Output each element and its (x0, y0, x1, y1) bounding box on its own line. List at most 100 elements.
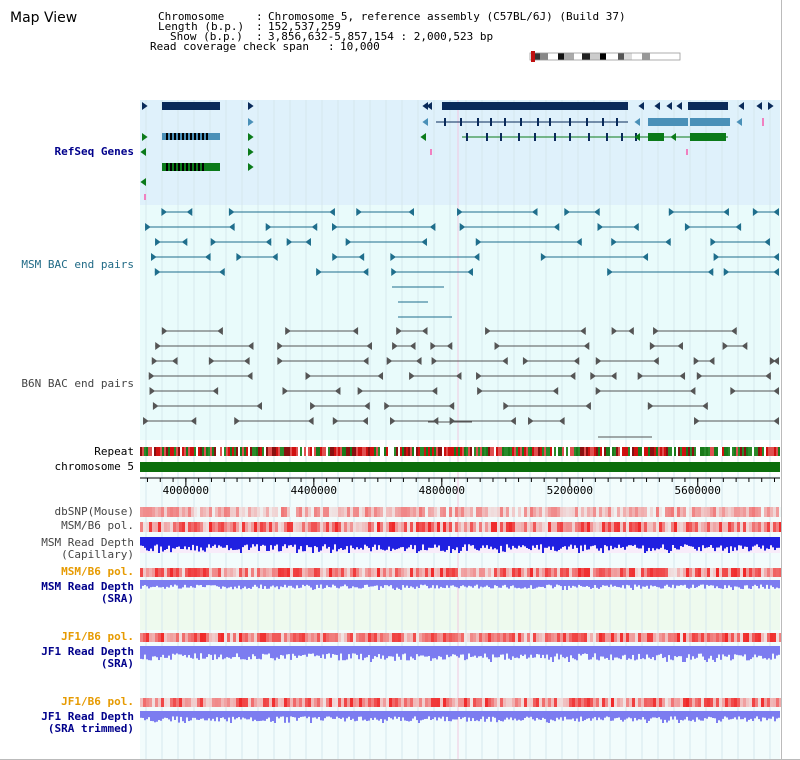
msm-depth-sra-bar (456, 580, 458, 588)
jf1-b6-pol-cell (707, 698, 710, 707)
repeat-segment (766, 447, 768, 456)
jf1-depth-trimmed-bar (542, 711, 544, 718)
msm-depth-sra-bar (306, 580, 308, 585)
msm-bac-end (597, 223, 604, 231)
dbsnp-label[interactable]: dbSNP(Mouse) (54, 505, 134, 518)
msm-bac-label[interactable]: MSM BAC end pairs (21, 258, 134, 271)
jf1-depth-trimmed-bar (602, 711, 604, 721)
msm-b6-pol-cell (656, 522, 659, 532)
msm-depth-capillary-bar (144, 537, 146, 548)
msm-depth-sra-bar (168, 580, 170, 588)
jf1-b6-pol-cell (539, 633, 542, 642)
jf1-b6-pol-label-2[interactable]: JF1/B6 pol. (61, 695, 134, 708)
repeat-segment (498, 447, 500, 456)
dbsnp-cell (626, 507, 629, 517)
msm-depth-capillary-bar (650, 537, 652, 551)
msm-depth-sra-bar (588, 580, 590, 587)
msm-depth-capillary-bar (552, 537, 554, 547)
b6n-bac-label[interactable]: B6N BAC end pairs (21, 377, 134, 390)
msm-depth-capillary-bar (190, 537, 192, 551)
jf1-b6-pol-label[interactable]: JF1/B6 pol. (61, 630, 134, 643)
jf1-b6-pol-cell (239, 633, 242, 642)
jf1-read-depth-trimmed-label[interactable]: JF1 Read Depth (41, 710, 134, 723)
jf1-depth-trimmed-bar (706, 711, 708, 719)
b6n-bac-end (171, 357, 178, 365)
jf1-depth-sra-bar (174, 646, 176, 655)
repeat-segment (160, 447, 162, 456)
msm-depth-capillary-bar (176, 537, 178, 548)
msm-depth-capillary-bar (464, 537, 466, 545)
refseq-genes-label[interactable]: RefSeq Genes (54, 145, 134, 158)
dbsnp-cell (581, 507, 584, 517)
jf1-depth-trimmed-bar (752, 711, 754, 721)
msm-b6-pol-label-2[interactable]: MSM/B6 pol. (61, 565, 134, 578)
repeat-segment (250, 447, 252, 456)
jf1-b6-pol-cell (485, 633, 488, 642)
msm-depth-sra-bar (474, 580, 476, 586)
jf1-depth-sra-bar (180, 646, 182, 655)
jf1-depth-sra-bar (154, 646, 156, 657)
repeat-segment (456, 447, 458, 456)
dbsnp-cell (464, 507, 467, 517)
msm-depth-capillary-bar (400, 537, 402, 548)
repeat-segment (454, 447, 456, 456)
jf1-b6-pol-cell (428, 633, 431, 642)
msm-depth-sra-bar (210, 580, 212, 586)
msm-depth-capillary-bar (720, 537, 722, 546)
jf1-depth-sra-bar (360, 646, 362, 654)
msm-b6-pol-cell (467, 568, 470, 577)
msm-read-depth-sra-label[interactable]: MSM Read Depth (41, 580, 134, 593)
jf1-depth-sra-bar (644, 646, 646, 660)
msm-b6-pol-cell (221, 568, 224, 577)
jf1-depth-trimmed-bar (538, 711, 540, 720)
jf1-read-depth-sra-label[interactable]: JF1 Read Depth (41, 645, 134, 658)
jf1-b6-pol-cell (410, 698, 413, 707)
right-scroll-margin[interactable] (781, 0, 800, 759)
b6n-bac-end (415, 357, 422, 365)
jf1-depth-trimmed-bar (684, 711, 686, 720)
repeat-segment (594, 447, 596, 456)
jf1-b6-pol-cell (725, 698, 728, 707)
repeat-segment (238, 447, 240, 456)
msm-b6-pol-cell (713, 568, 716, 577)
repeat-segment (534, 447, 536, 456)
repeat-segment (624, 447, 626, 456)
msm-b6-pol-label[interactable]: MSM/B6 pol. (61, 519, 134, 532)
repeat-segment (698, 447, 700, 456)
msm-b6-pol-cell (239, 568, 242, 577)
dbsnp-cell (173, 507, 176, 517)
jf1-b6-pol-cell (314, 633, 317, 642)
msm-depth-sra-bar (654, 580, 656, 586)
gene-exon (518, 133, 520, 141)
repeat-segment (248, 447, 250, 456)
repeat-segment (398, 447, 400, 456)
jf1-b6-pol-cell (569, 698, 572, 707)
jf1-b6-pol-cell (629, 633, 632, 642)
jf1-depth-trimmed-bar (740, 711, 742, 720)
jf1-depth-sra-bar (484, 646, 486, 654)
msm-depth-capillary-bar (534, 537, 536, 548)
repeat-segment (400, 447, 402, 456)
b6n-bac-end (696, 372, 703, 380)
msm-depth-capillary-bar (614, 537, 616, 548)
msm-depth-capillary-bar (224, 537, 226, 548)
msm-depth-capillary-bar (192, 537, 194, 545)
jf1-depth-sra-bar (736, 646, 738, 655)
jf1-b6-pol-cell (212, 633, 215, 642)
jf1-depth-trimmed-bar (690, 711, 692, 722)
ideogram-band (600, 53, 606, 60)
repeat-segment (336, 447, 338, 456)
msm-b6-pol-cell (671, 568, 674, 577)
msm-depth-capillary-bar (286, 537, 288, 549)
jf1-depth-trimmed-bar (192, 711, 194, 718)
msm-depth-sra-bar (274, 580, 276, 588)
jf1-depth-trimmed-bar (198, 711, 200, 721)
msm-b6-pol-cell (248, 522, 251, 532)
msm-depth-sra-bar (586, 580, 588, 586)
jf1-b6-pol-cell (623, 698, 626, 707)
msm-b6-pol-cell (569, 568, 572, 577)
jf1-b6-pol-cell (632, 698, 635, 707)
msm-depth-capillary-bar (152, 537, 154, 552)
msm-read-depth-capillary-label[interactable]: MSM Read Depth (41, 536, 134, 549)
